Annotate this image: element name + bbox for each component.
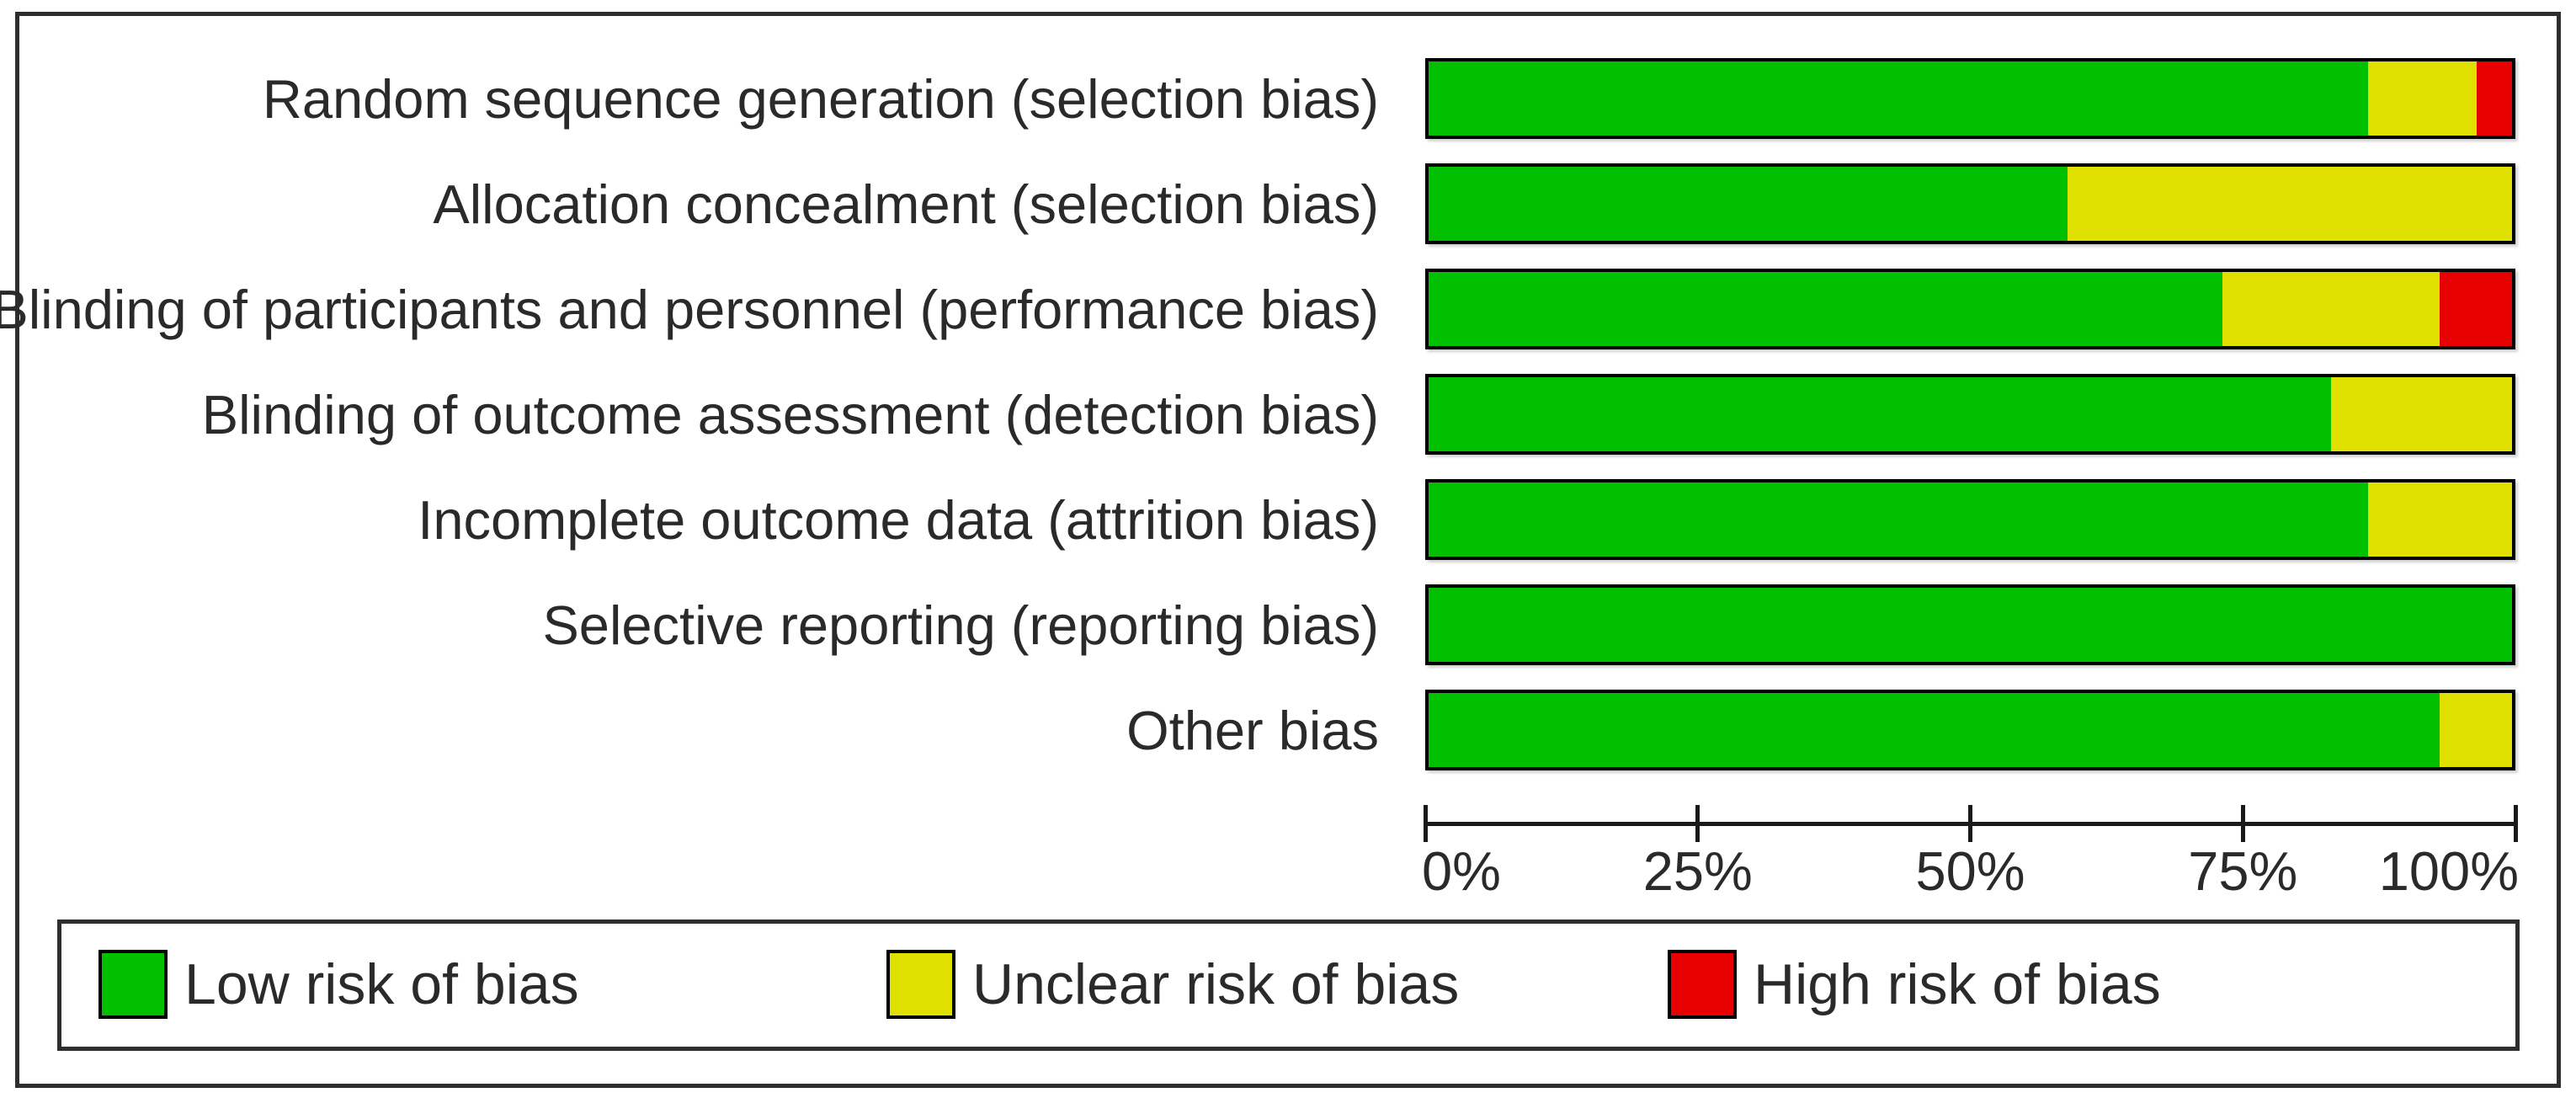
category-label: Incomplete outcome data (attrition bias): [418, 488, 1379, 551]
x-axis-tick: [2240, 805, 2245, 842]
x-axis-tick-label: 100%: [2378, 840, 2519, 902]
category-label: Random sequence generation (selection bi…: [262, 67, 1379, 130]
stacked-bar: [1425, 374, 2515, 455]
x-axis-tick-label: 25%: [1642, 840, 1753, 902]
x-axis-tick: [1695, 805, 1700, 842]
stacked-bar: [1425, 163, 2515, 244]
x-axis-tick-label: 0%: [1422, 840, 1501, 902]
segment-unclear-risk: [2367, 61, 2477, 136]
segment-low-risk: [1429, 693, 2440, 767]
x-axis-tick: [1968, 805, 1972, 842]
category-label: Blinding of outcome assessment (detectio…: [201, 383, 1379, 445]
legend-label: Unclear risk of bias: [972, 952, 1460, 1016]
segment-unclear-risk: [2367, 482, 2512, 557]
x-axis-tick-label: 75%: [2188, 840, 2298, 902]
stacked-bar: [1425, 690, 2515, 770]
category-label: Allocation concealment (selection bias): [433, 173, 1379, 235]
segment-high-risk: [2476, 61, 2512, 136]
segment-low-risk: [1429, 588, 2512, 662]
segment-unclear-risk: [2222, 272, 2440, 346]
segment-low-risk: [1429, 167, 2068, 241]
segment-low-risk: [1429, 377, 2332, 451]
stacked-bar: [1425, 584, 2515, 665]
segment-unclear-risk: [2068, 167, 2512, 241]
stacked-bar: [1425, 479, 2515, 560]
x-axis-tick: [1423, 805, 1428, 842]
legend-swatch-low-risk: [98, 950, 168, 1019]
category-label: Other bias: [1126, 699, 1379, 761]
category-label: Selective reporting (reporting bias): [542, 594, 1379, 656]
segment-low-risk: [1429, 272, 2223, 346]
segment-unclear-risk: [2439, 693, 2512, 767]
legend-label: Low risk of bias: [184, 952, 579, 1016]
x-axis-tick-label: 50%: [1915, 840, 2025, 902]
x-axis-tick: [2513, 805, 2518, 842]
segment-high-risk: [2439, 272, 2512, 346]
legend-swatch-unclear-risk: [886, 950, 955, 1019]
legend-swatch-high-risk: [1668, 950, 1737, 1019]
stacked-bar: [1425, 58, 2515, 139]
segment-unclear-risk: [2331, 377, 2512, 451]
legend-label: High risk of bias: [1754, 952, 2161, 1016]
legend-border: [57, 919, 2520, 1051]
category-label: Blinding of participants and personnel (…: [0, 278, 1379, 340]
segment-low-risk: [1429, 482, 2368, 557]
stacked-bar: [1425, 269, 2515, 349]
segment-low-risk: [1429, 61, 2368, 136]
